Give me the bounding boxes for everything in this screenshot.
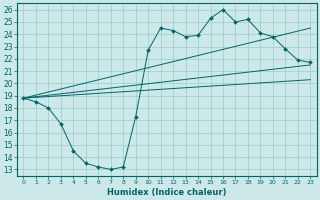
X-axis label: Humidex (Indice chaleur): Humidex (Indice chaleur) [107,188,227,197]
